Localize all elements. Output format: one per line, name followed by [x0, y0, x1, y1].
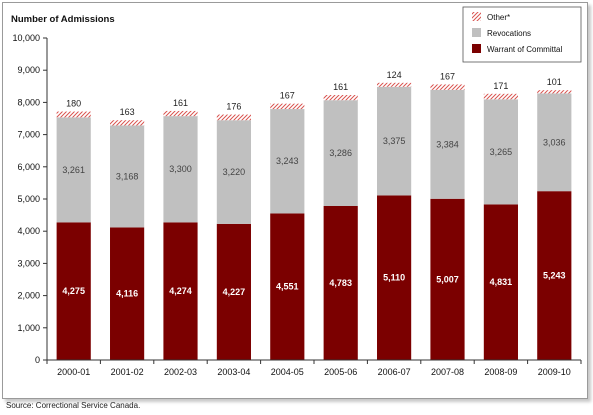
legend-label: Other* — [487, 13, 510, 22]
x-tick-label: 2002-03 — [164, 367, 197, 377]
legend-swatch-revocations — [472, 28, 481, 37]
data-label-revocations: 3,261 — [62, 165, 85, 175]
bar-other — [377, 82, 412, 87]
y-tick-label: 9,000 — [17, 65, 40, 75]
x-axis: 2000-01 2001-02 2002-03 2003-04 2004-05 2005-… — [46, 359, 582, 377]
y-tick-label: 3,000 — [17, 258, 40, 268]
x-tick-label: 2005-06 — [324, 367, 357, 377]
bar-revocations — [483, 99, 518, 205]
y-axis-title: Number of Admissions — [11, 14, 115, 25]
data-label-warrant-of-committal: 5,110 — [383, 273, 405, 283]
bar-other — [430, 84, 465, 90]
data-label-warrant-of-committal: 5,007 — [436, 274, 459, 284]
data-label-other: 171 — [493, 81, 508, 91]
data-label-other: 167 — [440, 71, 455, 81]
bar-other — [270, 103, 305, 110]
bar-warrant-of-committal — [163, 222, 198, 360]
y-tick-label: 1,000 — [17, 323, 40, 333]
bar-warrant-of-committal — [216, 223, 251, 360]
data-label-warrant-of-committal: 4,783 — [329, 278, 352, 288]
bar-other — [56, 111, 91, 118]
bar-revocations — [270, 109, 305, 214]
y-tick-label: 2,000 — [17, 291, 40, 301]
y-tick-label: 7,000 — [17, 130, 40, 140]
legend-label: Warrant of Committal — [487, 45, 562, 54]
x-tick-label: 2008-09 — [484, 367, 517, 377]
y-tick-label: 6,000 — [17, 162, 40, 172]
legend-box — [462, 6, 582, 63]
x-tick-label: 2006-07 — [378, 367, 411, 377]
data-label-revocations: 3,243 — [276, 156, 299, 166]
data-label-other: 167 — [280, 91, 295, 101]
data-label-other: 101 — [547, 77, 562, 87]
bar-warrant-of-committal — [537, 191, 572, 360]
data-label-warrant-of-committal: 4,274 — [169, 286, 192, 296]
data-label-other: 161 — [333, 82, 348, 92]
legend: Other* Revocations Warrant of Committal — [462, 6, 582, 63]
bar-other — [483, 93, 518, 100]
legend-swatch-other — [472, 12, 481, 21]
data-label-revocations: 3,384 — [436, 139, 459, 149]
bars-group: 4,275 3,261 180 4,116 3,168 163 4,274 3,300 161 4… — [56, 70, 572, 360]
data-label-revocations: 3,036 — [543, 137, 566, 147]
y-tick-label: 0 — [35, 355, 40, 365]
bar-other — [216, 114, 251, 121]
data-label-revocations: 3,286 — [329, 148, 352, 158]
data-label-other: 163 — [120, 107, 135, 117]
bar-warrant-of-committal — [56, 222, 91, 360]
data-label-warrant-of-committal: 4,831 — [490, 277, 513, 287]
y-axis: 0 1,000 2,000 3,000 4,000 5,000 6,000 7,000 8,00… — [12, 33, 48, 365]
y-tick-label: 8,000 — [17, 97, 40, 107]
bar-warrant-of-committal — [323, 205, 358, 360]
legend-label: Revocations — [487, 29, 531, 38]
bar-revocations — [323, 100, 358, 206]
bar-warrant-of-committal — [377, 195, 412, 360]
bar-revocations — [430, 89, 465, 199]
data-label-warrant-of-committal: 4,116 — [116, 289, 138, 299]
bar-revocations — [163, 116, 198, 223]
bar-other — [163, 110, 198, 117]
y-tick-label: 10,000 — [12, 33, 40, 43]
x-tick-label: 2001-02 — [111, 367, 144, 377]
bar-warrant-of-committal — [110, 227, 145, 360]
y-tick-label: 4,000 — [17, 226, 40, 236]
data-label-warrant-of-committal: 4,227 — [223, 287, 246, 297]
bar-revocations — [56, 117, 91, 223]
data-label-warrant-of-committal: 5,243 — [543, 271, 566, 281]
stacked-bar-chart: Number of Admissions 0 1,000 2,000 3,000 4,0… — [11, 6, 582, 377]
data-label-other: 180 — [66, 99, 81, 109]
x-tick-label: 2003-04 — [217, 367, 250, 377]
source-note: Source: Correctional Service Canada. — [6, 401, 141, 410]
data-label-revocations: 3,375 — [383, 136, 406, 146]
data-label-warrant-of-committal: 4,275 — [62, 286, 85, 296]
data-label-warrant-of-committal: 4,551 — [276, 282, 299, 292]
bar-other — [537, 90, 572, 94]
bar-revocations — [110, 125, 145, 228]
x-tick-label: 2007-08 — [431, 367, 464, 377]
x-tick-label: 2000-01 — [57, 367, 90, 377]
bar-other — [110, 120, 145, 126]
x-tick-label: 2004-05 — [271, 367, 304, 377]
data-label-revocations: 3,265 — [490, 147, 513, 157]
bar-warrant-of-committal — [270, 213, 305, 360]
bar-revocations — [216, 120, 251, 224]
data-label-revocations: 3,220 — [223, 167, 246, 177]
bar-warrant-of-committal — [430, 198, 465, 360]
bar-warrant-of-committal — [483, 204, 518, 360]
bar-other — [323, 94, 358, 101]
bar-revocations — [377, 86, 412, 196]
data-label-revocations: 3,168 — [116, 171, 139, 181]
data-label-other: 124 — [387, 70, 402, 80]
x-tick-label: 2009-10 — [538, 367, 571, 377]
data-label-revocations: 3,300 — [169, 164, 192, 174]
y-tick-label: 5,000 — [17, 194, 40, 204]
legend-swatch-warrant — [472, 44, 481, 53]
chart-frame: Number of Admissions 0 1,000 2,000 3,000 4,0… — [2, 2, 588, 399]
bar-revocations — [537, 93, 572, 192]
data-label-other: 161 — [173, 98, 188, 108]
data-label-other: 176 — [226, 102, 241, 112]
